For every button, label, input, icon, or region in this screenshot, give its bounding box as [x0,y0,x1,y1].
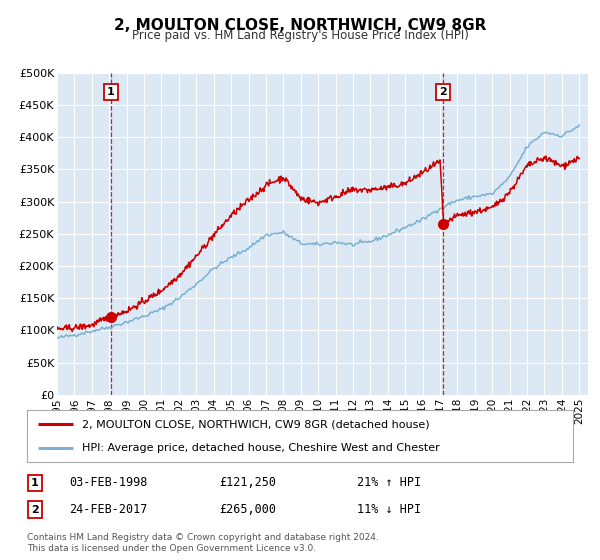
Text: 2: 2 [439,87,446,97]
Text: 21% ↑ HPI: 21% ↑ HPI [357,476,421,489]
Text: £265,000: £265,000 [219,503,276,516]
Text: This data is licensed under the Open Government Licence v3.0.: This data is licensed under the Open Gov… [27,544,316,553]
Text: 03-FEB-1998: 03-FEB-1998 [69,476,148,489]
Text: 1: 1 [31,478,38,488]
Text: 2, MOULTON CLOSE, NORTHWICH, CW9 8GR: 2, MOULTON CLOSE, NORTHWICH, CW9 8GR [114,18,486,33]
Text: 1: 1 [107,87,115,97]
Text: HPI: Average price, detached house, Cheshire West and Chester: HPI: Average price, detached house, Ches… [82,443,439,453]
Text: Price paid vs. HM Land Registry's House Price Index (HPI): Price paid vs. HM Land Registry's House … [131,29,469,42]
Text: 2, MOULTON CLOSE, NORTHWICH, CW9 8GR (detached house): 2, MOULTON CLOSE, NORTHWICH, CW9 8GR (de… [82,419,429,430]
Text: Contains HM Land Registry data © Crown copyright and database right 2024.: Contains HM Land Registry data © Crown c… [27,533,379,542]
Text: 2: 2 [31,505,38,515]
Text: 11% ↓ HPI: 11% ↓ HPI [357,503,421,516]
Text: 24-FEB-2017: 24-FEB-2017 [69,503,148,516]
Text: £121,250: £121,250 [219,476,276,489]
